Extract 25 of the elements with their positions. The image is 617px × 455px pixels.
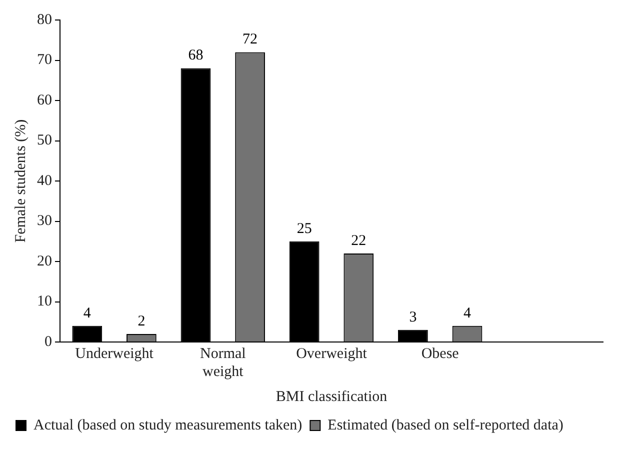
x-tick-label: Obese	[421, 346, 460, 362]
x-tick-label: Overweight	[296, 346, 368, 362]
legend-label: Actual (based on study measurements taken)	[34, 417, 302, 434]
y-tick-label: 20	[37, 253, 52, 270]
x-tick-label: Underweight	[75, 346, 154, 362]
data-label: 25	[296, 220, 312, 237]
y-tick-label: 0	[44, 334, 52, 350]
y-tick-label: 60	[37, 92, 52, 108]
y-tick-label: 70	[37, 52, 52, 68]
data-label: 72	[242, 32, 258, 48]
y-tick-label: 30	[37, 213, 52, 230]
y-tick-label: 80	[37, 12, 52, 28]
x-axis-title: BMI classification	[276, 388, 388, 405]
x-tick-label: Normal weight	[200, 346, 246, 380]
data-label: 4	[464, 305, 472, 322]
y-tick-label: 40	[37, 172, 52, 189]
data-label: 22	[351, 232, 366, 249]
data-label: 4	[83, 305, 92, 322]
legend-label: Estimated (based on self-reported data)	[328, 417, 564, 434]
y-tick-label: 50	[37, 132, 52, 149]
data-label: 2	[138, 313, 146, 330]
data-label: 3	[409, 309, 417, 326]
y-axis-title: Female students (%)	[12, 119, 29, 243]
y-tick-label: 10	[37, 294, 52, 310]
data-label: 68	[188, 48, 204, 64]
